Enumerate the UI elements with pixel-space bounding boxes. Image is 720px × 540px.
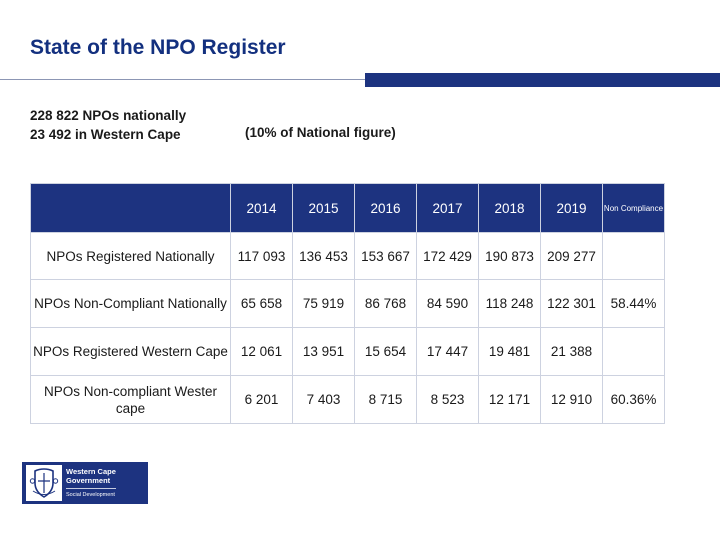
table-cell: 136 453 [292, 232, 355, 280]
western-cape-government-logo: Western Cape Government Social Developme… [22, 462, 148, 504]
table-cell: 58.44% [602, 279, 665, 328]
table-cell: 122 301 [540, 279, 603, 328]
column-header: 2015 [292, 183, 355, 233]
stat-national: 228 822 NPOs nationally [30, 108, 187, 123]
table-cell: 12 171 [478, 375, 541, 424]
row-label: NPOs Non-Compliant Nationally [30, 279, 231, 328]
table-cell: 6 201 [230, 375, 293, 424]
row-label: NPOs Registered Nationally [30, 232, 231, 280]
table-cell: 172 429 [416, 232, 479, 280]
logo-text: Western Cape Government Social Developme… [66, 467, 116, 500]
stat-note: (10% of National figure) [245, 125, 396, 140]
column-header-non-compliance: Non Compliance [602, 183, 665, 233]
table-cell: 17 447 [416, 327, 479, 376]
table-cell: 12 910 [540, 375, 603, 424]
logo-line-2: Government [66, 475, 111, 485]
table-cell: 60.36% [602, 375, 665, 424]
table-cell: 209 277 [540, 232, 603, 280]
column-header: 2017 [416, 183, 479, 233]
table-row: NPOs Registered Nationally 117 093 136 4… [30, 232, 665, 280]
table-cell: 84 590 [416, 279, 479, 328]
npo-register-table: 2014 2015 2016 2017 2018 2019 Non Compli… [30, 183, 665, 424]
table-cell: 8 523 [416, 375, 479, 424]
summary-stats: 228 822 NPOs nationally 23 492 in Wester… [30, 106, 186, 144]
page-title: State of the NPO Register [30, 36, 286, 59]
table-cell: 7 403 [292, 375, 355, 424]
table-row: NPOs Non-compliant Wester cape 6 201 7 4… [30, 375, 665, 424]
table-cell: 75 919 [292, 279, 355, 328]
table-cell: 12 061 [230, 327, 293, 376]
table-cell: 153 667 [354, 232, 417, 280]
column-header: 2016 [354, 183, 417, 233]
header-blank-cell [30, 183, 231, 233]
coat-of-arms-icon [26, 465, 62, 501]
table-cell: 15 654 [354, 327, 417, 376]
row-label: NPOs Registered Western Cape [30, 327, 231, 376]
column-header: 2014 [230, 183, 293, 233]
table-cell: 86 768 [354, 279, 417, 328]
table-cell [602, 232, 665, 280]
logo-line-3: Social Development [66, 487, 116, 500]
row-label: NPOs Non-compliant Wester cape [30, 375, 231, 424]
stat-western-cape: 23 492 in Western Cape [30, 127, 181, 142]
logo-line-1: Western Cape [66, 466, 116, 476]
table-cell: 19 481 [478, 327, 541, 376]
column-header: 2018 [478, 183, 541, 233]
column-header: 2019 [540, 183, 603, 233]
table-cell: 118 248 [478, 279, 541, 328]
title-divider [0, 73, 720, 89]
table-cell: 117 093 [230, 232, 293, 280]
table-cell: 65 658 [230, 279, 293, 328]
table-cell: 190 873 [478, 232, 541, 280]
table-cell: 21 388 [540, 327, 603, 376]
table-header-row: 2014 2015 2016 2017 2018 2019 Non Compli… [30, 183, 665, 233]
table-cell: 8 715 [354, 375, 417, 424]
table-row: NPOs Registered Western Cape 12 061 13 9… [30, 327, 665, 376]
table-row: NPOs Non-Compliant Nationally 65 658 75 … [30, 279, 665, 328]
table-cell [602, 327, 665, 376]
table-cell: 13 951 [292, 327, 355, 376]
